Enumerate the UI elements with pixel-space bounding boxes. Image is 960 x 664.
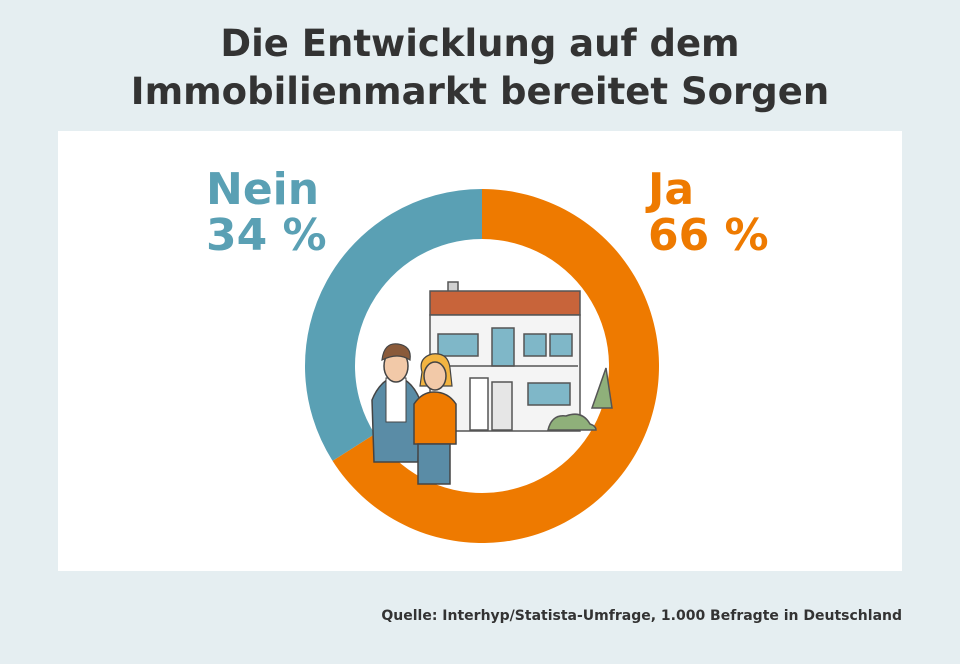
nein-category: Nein: [206, 164, 320, 215]
title-line-2: Immobilienmarkt bereitet Sorgen: [130, 70, 830, 113]
source-note: Quelle: Interhyp/Statista-Umfrage, 1.000…: [381, 608, 902, 624]
man-illustration: [371, 343, 421, 463]
nein-label: Nein 34 %: [206, 167, 327, 259]
slice-nein: [305, 189, 482, 461]
donut-slices: [305, 189, 660, 544]
house-illustration: [429, 281, 613, 432]
slice-ja: [332, 189, 660, 544]
nein-value: 34 %: [206, 210, 327, 261]
ja-value: 66 %: [648, 210, 769, 261]
ja-label: Ja 66 %: [648, 167, 769, 259]
ja-category: Ja: [648, 164, 695, 215]
woman-illustration: [413, 353, 457, 485]
chart-title: Die Entwicklung auf dem Immobilienmarkt …: [0, 20, 960, 116]
title-line-1: Die Entwicklung auf dem: [220, 22, 740, 65]
